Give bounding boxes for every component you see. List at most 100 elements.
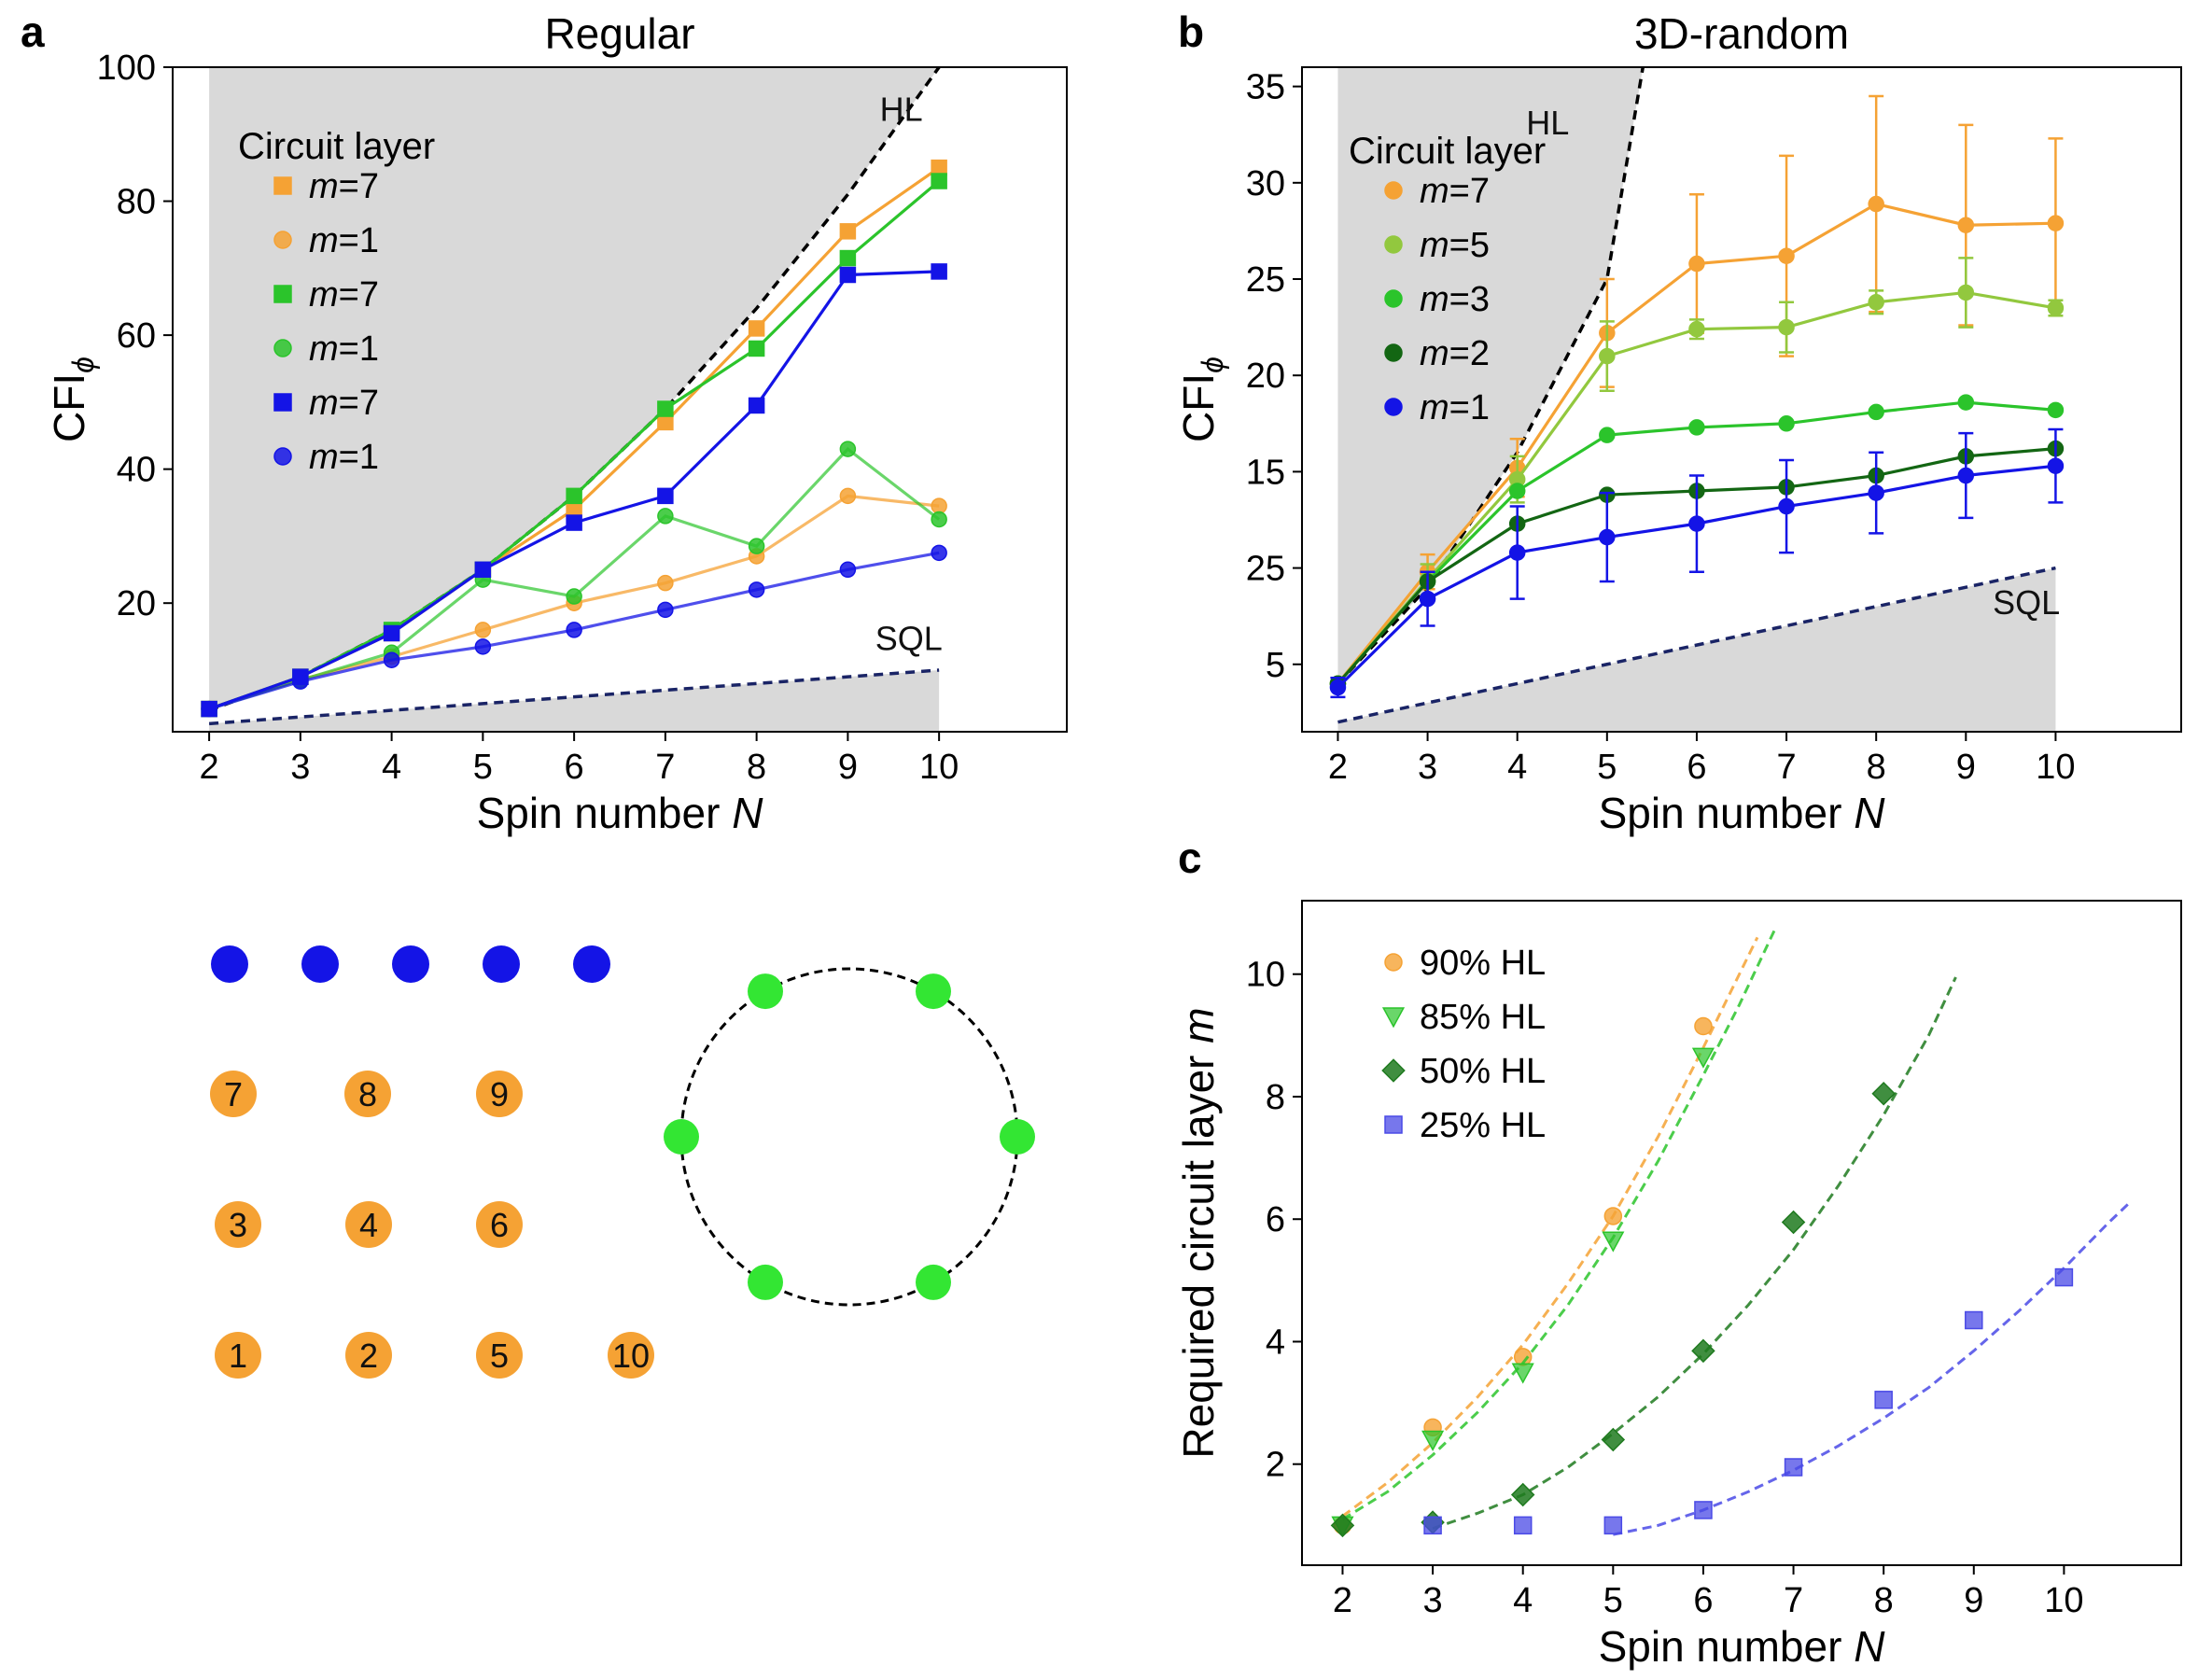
data-point xyxy=(292,673,309,690)
data-point xyxy=(566,514,582,531)
data-point xyxy=(931,497,947,514)
shaded-region-sql xyxy=(209,669,940,732)
data-point xyxy=(1511,1363,1534,1384)
y-tick-label: 80 xyxy=(117,183,156,222)
x-tick-label: 4 xyxy=(1513,1581,1533,1620)
data-point xyxy=(1510,1482,1535,1507)
ring-spin xyxy=(664,1119,699,1155)
legend-label: m=2 xyxy=(1420,334,1490,373)
data-point xyxy=(657,508,674,525)
data-point xyxy=(931,544,947,562)
y-tick-label: 8 xyxy=(1266,1078,1285,1117)
data-point xyxy=(474,622,492,638)
data-point xyxy=(201,700,217,718)
x-tick-label: 10 xyxy=(2036,748,2075,787)
axes-frame xyxy=(1301,66,2182,733)
data-point xyxy=(1688,419,1705,436)
data-point xyxy=(839,441,857,457)
legend-marker xyxy=(273,339,292,357)
data-point xyxy=(931,173,947,189)
grid-spin-label: 1 xyxy=(229,1337,247,1375)
data-point xyxy=(566,622,582,638)
x-axis-label-text: Spin number xyxy=(477,789,733,837)
legend-title: Circuit layer xyxy=(238,126,435,167)
legend-val: =2 xyxy=(1449,334,1490,373)
data-point xyxy=(657,487,674,505)
panel-c-chart: 2 3 4 5 6 7 8 9 10 2 4 6 8 10 Spin number N Required ci… xyxy=(1174,900,2182,1671)
legend-label: 85% HL xyxy=(1420,998,1546,1037)
x-tick-label: 3 xyxy=(290,748,310,787)
legend-var: m xyxy=(309,384,339,423)
legend-var: m xyxy=(309,275,339,315)
ring-spin xyxy=(748,973,783,1010)
series-90-hl-0 xyxy=(1333,936,1759,1535)
data-point xyxy=(1694,1016,1713,1036)
y-tick-label: 60 xyxy=(117,316,156,356)
y-tick-label: 25 xyxy=(1246,550,1285,589)
data-point xyxy=(1778,415,1795,432)
legend-label: m=1 xyxy=(309,221,379,260)
legend-marker xyxy=(273,231,292,249)
x-tick-label: 7 xyxy=(1776,748,1796,787)
y-axis-label-sub: ϕ xyxy=(1196,357,1229,373)
data-point xyxy=(1419,590,1436,608)
fit-curve xyxy=(1341,927,1777,1521)
x-tick-label: 9 xyxy=(1964,1581,1983,1620)
data-point xyxy=(1421,1430,1445,1451)
x-tick-label: 5 xyxy=(473,748,493,787)
axes-frame xyxy=(1301,900,2182,1566)
plot-area-a xyxy=(201,67,947,732)
legend-val: =1 xyxy=(339,329,379,369)
legend-var: m xyxy=(1420,226,1449,265)
legend-label: m=7 xyxy=(309,384,379,423)
ring-spin xyxy=(916,1264,951,1300)
data-point xyxy=(748,320,765,337)
blue-chain-spin xyxy=(301,945,339,983)
x-tick-label: 10 xyxy=(2044,1581,2083,1620)
legend-label: m=1 xyxy=(309,438,379,477)
panel-b-chart: HL SQL 2 3 4 5 6 7 8 9 10 5 25 15 20 25 30 35 Spin number … xyxy=(1174,9,2182,837)
data-point xyxy=(657,601,674,619)
y-tick-label: 4 xyxy=(1266,1323,1285,1362)
legend-var: m xyxy=(309,329,339,369)
data-point xyxy=(474,638,492,655)
data-point xyxy=(1603,1207,1623,1225)
x-tick-label: 5 xyxy=(1597,748,1617,787)
x-tick-label: 6 xyxy=(1687,748,1706,787)
data-point xyxy=(1957,394,1975,411)
grid-spin-label: 10 xyxy=(612,1337,650,1375)
y-axis-label: Required circuit layer m xyxy=(1174,1007,1223,1458)
data-point xyxy=(1508,544,1526,561)
grid-spin-label: 7 xyxy=(224,1075,243,1113)
data-point xyxy=(566,588,582,605)
legend-var: m xyxy=(309,167,339,206)
reference-label-hl: HL xyxy=(880,90,923,128)
x-tick-label: 2 xyxy=(1328,748,1348,787)
series-m-1-5 xyxy=(201,544,947,718)
legend-val: =7 xyxy=(339,384,379,423)
chart-title: 3D-random xyxy=(1634,9,1849,58)
x-tick-label: 9 xyxy=(838,748,858,787)
x-axis-label: Spin number N xyxy=(1599,1622,1886,1671)
data-point xyxy=(657,400,674,417)
legend-label: 50% HL xyxy=(1420,1052,1546,1091)
data-point xyxy=(657,574,674,592)
legend-val: =7 xyxy=(339,275,379,315)
legend-var: m xyxy=(309,221,339,260)
x-axis-label-var: N xyxy=(1854,789,1885,837)
shaded-region-sql xyxy=(1337,567,2056,732)
data-point xyxy=(1599,347,1616,365)
legend-label: m=7 xyxy=(309,275,379,315)
reference-label-sql: SQL xyxy=(1993,583,2060,622)
data-point xyxy=(1781,1210,1806,1235)
y-tick-label: 2 xyxy=(1266,1446,1285,1485)
panel-label-a: a xyxy=(21,7,45,56)
series-25-hl-3 xyxy=(1423,1199,2133,1536)
data-point xyxy=(566,500,582,518)
blue-chain-spin xyxy=(392,945,429,983)
data-point xyxy=(1694,1501,1713,1519)
x-axis-label: Spin number N xyxy=(477,789,764,837)
chart-title: Regular xyxy=(544,9,694,58)
legend-val: =7 xyxy=(1449,172,1490,211)
